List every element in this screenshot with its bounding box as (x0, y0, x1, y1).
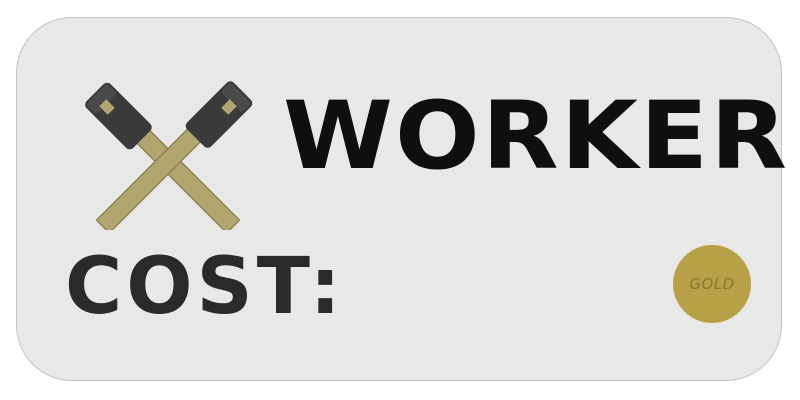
cost-label: COST: (65, 242, 345, 332)
crossed-hammers-icon (77, 80, 259, 230)
gold-coin-icon: GOLD (673, 245, 751, 323)
coin-label: GOLD (689, 275, 735, 293)
card-title: WORKER (283, 82, 790, 191)
worker-card[interactable]: WORKER COST: GOLD (16, 17, 787, 381)
